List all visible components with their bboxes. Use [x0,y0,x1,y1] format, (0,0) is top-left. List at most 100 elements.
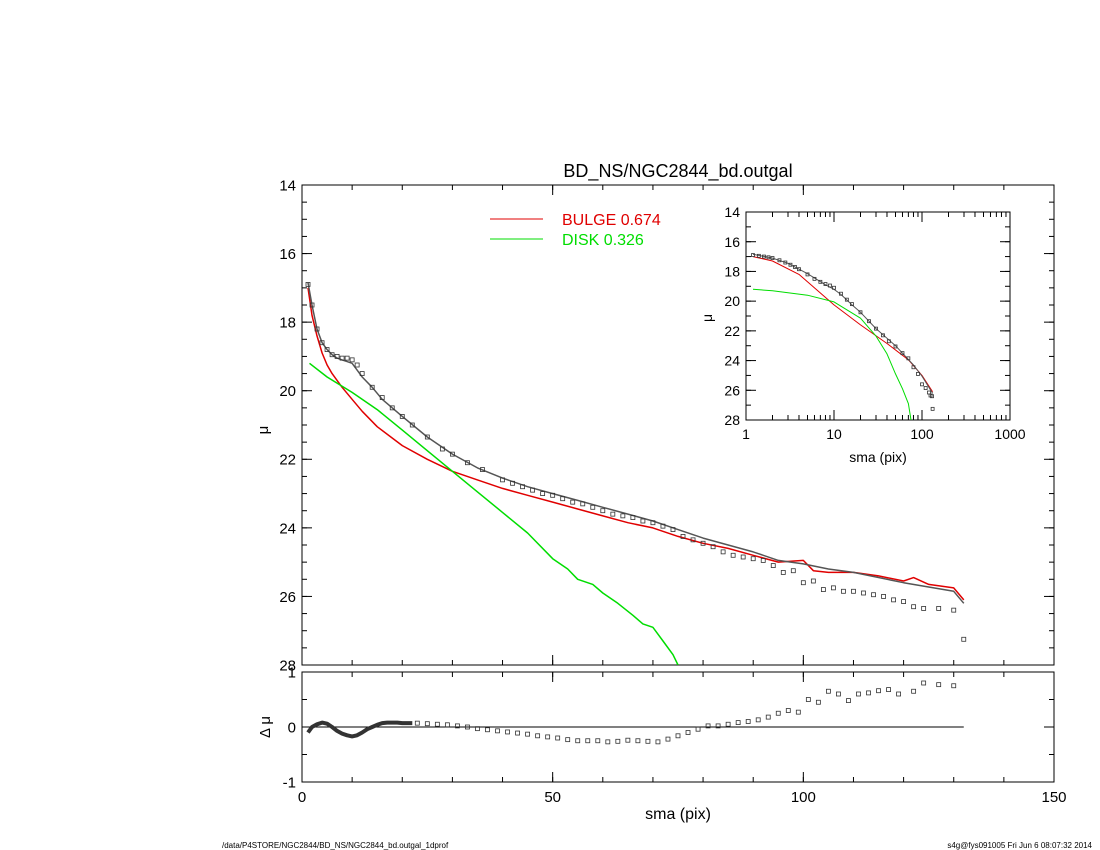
inset-x-axis-label: sma (pix) [849,449,907,465]
legend-label-disk: DISK 0.326 [562,232,644,249]
main-panel: 14 16 18 20 22 24 26 28 BD_NS/NGC2844_bd.outgal μ… [255,161,1055,674]
inset-y-tick-label: 22 [724,323,740,339]
inset-y-axis-label: μ [699,314,715,322]
residual-data-point [575,738,581,744]
residual-data-point [775,710,781,716]
main-data-point [750,556,756,562]
residual-x-tick-label: 100 [791,789,816,806]
residual-data-point [535,733,541,739]
inset-data-point [777,258,782,263]
main-data-point [590,504,596,510]
main-data-point [690,537,696,543]
inset-data-point [839,291,843,296]
main-data-point [936,606,942,611]
inset-data-point [927,390,931,395]
chart-title: BD_NS/NGC2844_bd.outgal [563,161,792,182]
main-data-point [800,580,806,586]
residual-x-tick-label: 0 [298,789,306,806]
inset-data-point [788,262,793,267]
main-data-point [881,594,886,599]
residual-y-axis-label: Δ μ [257,716,274,738]
inset-data-point [930,394,934,399]
main-data-point [465,460,470,466]
main-data-point [670,527,676,532]
inset-data-point [823,282,828,286]
residual-y-tick-label: 0 [288,719,296,736]
main-data-point [439,446,445,452]
inset-data-point [832,285,836,290]
residual-data-point [896,691,901,697]
residual-data-point [605,739,611,745]
inset-x-tick-label: 10 [826,426,842,442]
residual-data-point [675,733,681,739]
inset-data-point [828,283,832,288]
main-data-point [650,520,656,526]
main-data-point [389,405,395,411]
residual-data-point [735,720,741,725]
main-y-axis-label: μ [255,426,272,435]
inset-y-tick-label: 14 [724,204,740,220]
inset-data-point [911,365,916,370]
main-data-point [354,362,360,368]
main-data-point [305,282,311,287]
residual-model-line [306,720,413,739]
main-data-point [961,636,967,642]
main-data-point [901,599,906,604]
main-data-point [810,578,816,584]
main-data-point [344,355,350,361]
main-data-point [540,491,546,496]
inset-y-tick-label: 18 [724,263,740,279]
main-data-point [510,480,515,486]
main-data-point [334,354,340,359]
inset-data-point [930,406,935,411]
main-data-point [324,347,330,352]
residual-data-point [475,726,480,732]
main-data-point [891,597,896,603]
residual-data-point [695,726,701,732]
residual-data-point [455,723,460,729]
inset-x-tick-label: 100 [910,426,934,442]
main-data-point [861,590,866,596]
main-data-point [610,511,616,517]
legend-label-bulge: BULGE 0.674 [562,212,661,229]
main-data-point [349,357,355,363]
inset-data-point [797,267,801,272]
main-y-tick-label: 24 [279,520,296,537]
residual-data-point [665,736,671,742]
main-data-point [680,534,686,539]
main-data-point [790,568,796,574]
inset-data-point [751,253,755,257]
inset-y-tick-label: 26 [724,382,740,398]
inset-data-point [886,339,891,344]
main-y-tick-label: 20 [279,383,296,400]
main-data-point [760,558,766,563]
main-data-point [424,434,430,440]
main-y-tick-label: 26 [279,589,296,606]
inset-model-line [752,253,934,394]
inset-data-point [812,276,817,281]
residual-data-point [705,723,711,729]
residual-data-point [936,682,942,688]
residual-x-tick-label: 50 [544,789,561,806]
main-data-point [730,552,736,558]
inset-data-point [881,333,885,338]
main-data-point [871,592,876,598]
inset-data-point [850,302,854,307]
main-data-point [660,523,666,529]
main-y-tick-label: 14 [279,177,296,194]
main-disk-line [309,362,679,665]
inset-model-line [752,288,912,420]
residual-y-tick-label: 1 [288,664,296,681]
inset-y-tick-label: 16 [724,234,740,250]
main-data-point [831,585,836,591]
main-data-point [780,570,786,575]
residual-data-point [625,737,631,743]
residual-data-point [525,731,530,737]
residual-data-point [846,698,851,703]
inset-data-point [874,326,878,331]
main-data-point [560,496,566,502]
inset-data-point [858,310,863,315]
residual-data-point [815,699,821,705]
main-data-point [600,508,606,514]
